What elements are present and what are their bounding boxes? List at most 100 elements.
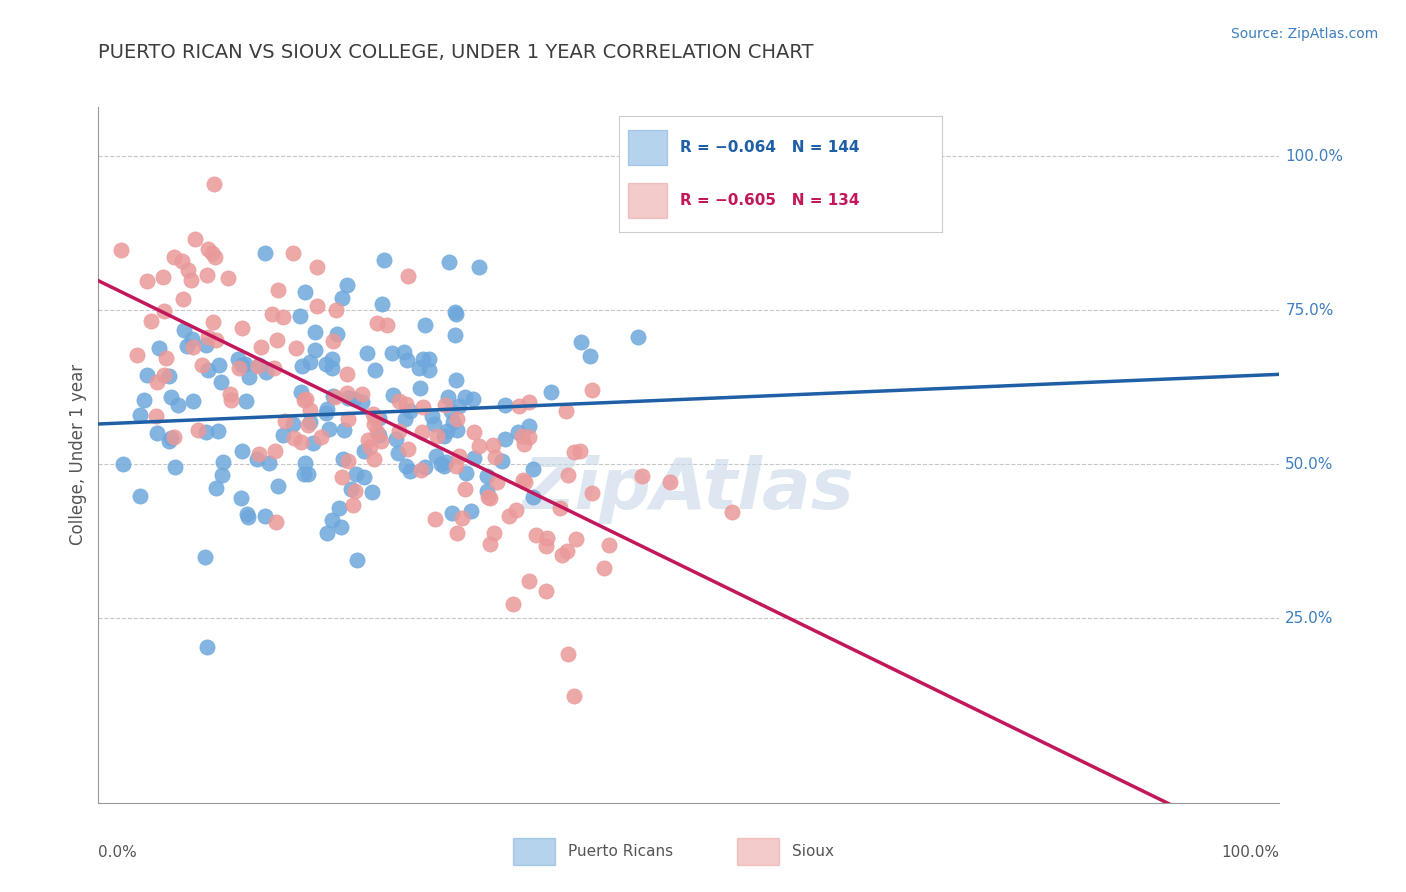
Point <box>323 390 346 404</box>
Point <box>316 526 339 541</box>
Point <box>281 417 304 431</box>
Point <box>394 412 416 426</box>
Point <box>513 437 536 451</box>
Point <box>524 527 547 541</box>
Point <box>366 425 388 439</box>
Point <box>444 373 467 387</box>
Point <box>366 316 388 330</box>
Point <box>250 340 273 354</box>
Point <box>231 359 253 373</box>
Point <box>484 450 506 465</box>
Point <box>205 481 228 495</box>
Point <box>502 598 524 612</box>
Point <box>336 277 359 292</box>
Point <box>197 363 219 377</box>
Point <box>194 425 217 440</box>
Point <box>302 435 325 450</box>
Point <box>720 506 742 520</box>
Point <box>581 383 603 397</box>
Point <box>444 307 467 321</box>
Text: 75.0%: 75.0% <box>1285 302 1334 318</box>
Point <box>181 340 204 354</box>
Point <box>271 310 294 324</box>
Point <box>332 451 354 466</box>
Point <box>451 511 474 525</box>
Point <box>183 231 205 245</box>
Point <box>360 485 382 500</box>
Point <box>562 444 585 458</box>
Point <box>321 352 343 367</box>
Point <box>201 246 224 260</box>
Point <box>167 398 190 412</box>
Point <box>498 508 520 523</box>
Point <box>398 464 420 478</box>
Point <box>418 352 440 367</box>
Point <box>204 250 226 264</box>
Point <box>304 343 326 357</box>
Point <box>517 419 540 434</box>
Point <box>579 349 602 363</box>
Point <box>202 177 225 191</box>
Point <box>468 439 491 453</box>
Point <box>195 268 218 282</box>
Point <box>444 327 467 342</box>
Point <box>315 357 337 371</box>
Point <box>479 491 502 505</box>
Point <box>565 532 588 546</box>
Point <box>426 429 449 443</box>
Point <box>163 430 186 444</box>
Point <box>436 424 458 438</box>
Point <box>254 365 277 379</box>
Point <box>631 469 654 483</box>
Point <box>344 467 367 481</box>
Point <box>191 358 214 372</box>
Point <box>555 544 578 558</box>
Point <box>423 417 446 431</box>
Point <box>236 509 259 524</box>
Point <box>598 538 620 552</box>
Point <box>247 358 270 372</box>
Point <box>128 409 150 423</box>
Point <box>321 360 343 375</box>
Point <box>557 648 579 662</box>
Point <box>226 351 249 366</box>
Point <box>146 376 169 390</box>
Point <box>368 411 391 425</box>
Point <box>309 430 332 444</box>
Point <box>550 500 572 515</box>
Point <box>292 467 315 481</box>
Point <box>534 583 557 598</box>
Point <box>494 432 516 446</box>
Point <box>411 425 433 439</box>
Point <box>318 422 340 436</box>
Point <box>283 246 305 260</box>
Point <box>247 359 270 373</box>
Point <box>176 338 198 352</box>
Point <box>423 512 446 526</box>
Point <box>554 404 576 418</box>
Point <box>153 303 176 318</box>
Point <box>153 368 176 382</box>
Point <box>187 423 209 437</box>
Point <box>384 432 406 446</box>
Point <box>135 274 157 288</box>
Point <box>394 344 416 359</box>
Point <box>396 269 419 284</box>
Point <box>517 430 540 444</box>
Point <box>291 359 314 373</box>
Point <box>315 406 337 420</box>
Point <box>494 398 516 412</box>
Point <box>294 456 316 470</box>
Point <box>363 452 385 467</box>
Text: R = −0.605   N = 134: R = −0.605 N = 134 <box>681 193 859 208</box>
Point <box>454 466 477 480</box>
Point <box>441 415 464 429</box>
Point <box>297 467 319 481</box>
Point <box>659 475 682 489</box>
Bar <box>628 130 668 165</box>
Point <box>152 270 174 285</box>
Point <box>446 458 468 473</box>
Point <box>534 539 557 553</box>
Point <box>204 333 226 347</box>
Point <box>446 525 468 540</box>
